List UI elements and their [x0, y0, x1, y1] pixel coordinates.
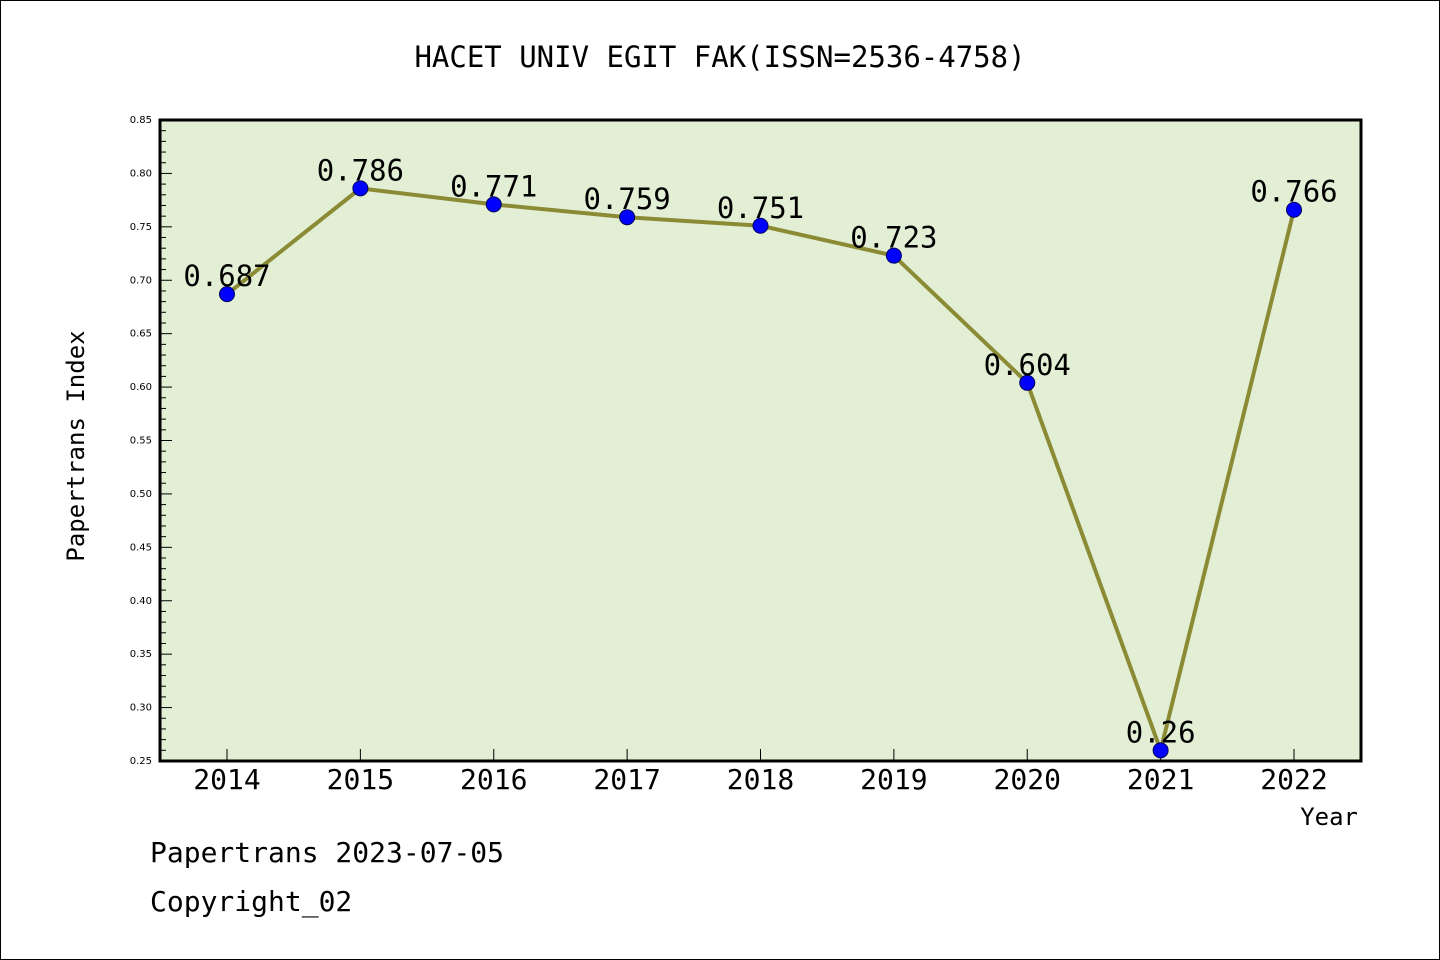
data-point — [1152, 742, 1169, 759]
series-layer: 0.687 0.786 0.771 0.759 0.751 0.723 0.604 0.26 0… — [183, 153, 1338, 759]
footer-date-line: Papertrans 2023-07-05 — [150, 836, 505, 869]
y-tick-label: 0.75 — [130, 222, 152, 233]
x-tick-label: 2022 — [1260, 763, 1327, 796]
y-tick-label: 0.50 — [130, 489, 152, 500]
x-tick-label: 2020 — [994, 763, 1061, 796]
data-point — [752, 217, 769, 234]
data-label: 0.751 — [717, 191, 804, 225]
y-tick-label: 0.85 — [130, 115, 152, 126]
data-point — [1286, 201, 1302, 218]
y-tick-label: 0.30 — [130, 703, 152, 714]
x-tick-label: 2018 — [727, 763, 794, 796]
y-tick-label: 0.80 — [130, 168, 152, 179]
data-point — [619, 209, 636, 226]
x-axis: 2014 2015 2016 2017 2018 2019 2020 2021 2022 — [193, 749, 1328, 796]
x-tick-label: 2017 — [593, 763, 660, 796]
y-axis-label: Papertrans Index — [62, 330, 90, 561]
y-tick-label: 0.25 — [130, 756, 152, 767]
x-tick-label: 2019 — [860, 763, 927, 796]
y-axis: 0.25 0.30 0.35 0.40 0.45 0.50 0.55 0.60 0.65 0.70… — [130, 115, 172, 767]
y-tick-label: 0.55 — [130, 436, 152, 447]
y-tick-label: 0.35 — [130, 649, 152, 660]
data-label: 0.687 — [183, 259, 270, 293]
chart-title: HACET UNIV EGIT FAK(ISSN=2536-4758) — [414, 40, 1025, 74]
x-axis-label: Year — [1300, 803, 1358, 831]
y-tick-label: 0.65 — [130, 329, 152, 340]
data-point — [485, 196, 502, 213]
y-tick-label: 0.70 — [130, 275, 152, 286]
data-point — [1019, 374, 1036, 391]
x-tick-label: 2016 — [460, 763, 527, 796]
data-label: 0.771 — [450, 169, 537, 203]
data-point — [352, 180, 369, 197]
x-tick-label: 2021 — [1127, 763, 1194, 796]
x-tick-label: 2015 — [327, 763, 394, 796]
data-label: 0.786 — [317, 153, 404, 187]
data-label: 0.766 — [1250, 175, 1337, 209]
data-label: 0.723 — [850, 221, 937, 255]
y-tick-label: 0.45 — [130, 542, 152, 553]
x-tick-label: 2014 — [193, 763, 260, 796]
data-point — [219, 286, 235, 303]
data-label: 0.26 — [1126, 715, 1196, 749]
y-tick-label: 0.60 — [130, 382, 152, 393]
plot-border — [158, 118, 1363, 763]
data-label: 0.604 — [984, 348, 1071, 382]
y-tick-label: 0.40 — [130, 596, 152, 607]
footer-copyright-line: Copyright_02 — [150, 885, 353, 918]
data-label: 0.759 — [583, 182, 670, 216]
data-point — [885, 247, 902, 264]
